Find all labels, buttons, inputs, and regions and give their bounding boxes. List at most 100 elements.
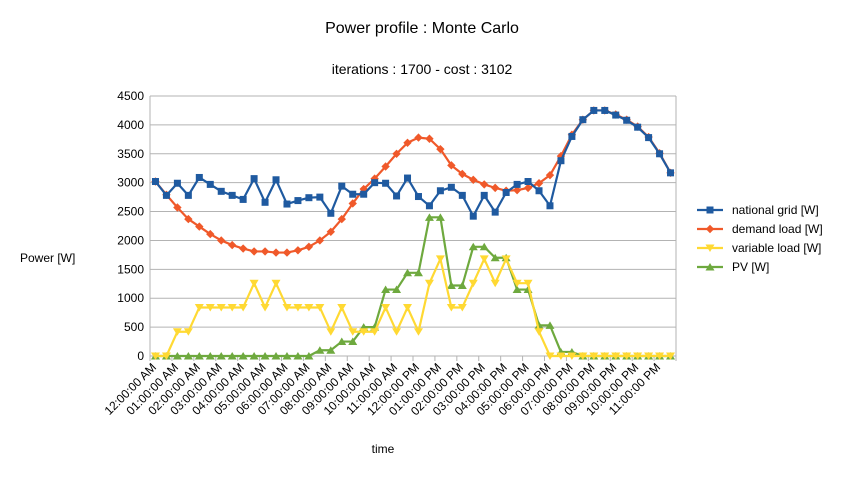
- demand-load-line: [154, 109, 672, 254]
- national-grid-point: [469, 212, 477, 220]
- demand-load-point: [469, 175, 478, 184]
- national-grid-point: [294, 197, 302, 205]
- y-tick-label: 2000: [117, 233, 144, 247]
- national-grid-point: [667, 169, 675, 177]
- legend-label: national grid [W]: [732, 203, 819, 217]
- demand-load-point: [238, 244, 248, 253]
- y-tick-label: 500: [124, 320, 144, 334]
- legend-label: demand load [W]: [732, 222, 823, 236]
- legend-label: variable load [W]: [732, 241, 821, 255]
- national-grid-point: [217, 187, 225, 195]
- pv-point: [205, 352, 215, 360]
- y-tick-label: 2500: [117, 205, 144, 219]
- pv-point: [216, 352, 226, 360]
- pv-point: [348, 337, 358, 346]
- pv-point: [435, 213, 445, 221]
- legend: national grid [W] demand load [W] variable…: [697, 203, 823, 274]
- national-grid-point: [480, 191, 488, 199]
- national-grid-point: [612, 111, 620, 119]
- national-grid-point: [491, 208, 499, 216]
- variable-load-point: [392, 328, 402, 336]
- y-axis-title: Power [W]: [20, 251, 75, 265]
- demand-load-point: [293, 246, 303, 255]
- pv-point: [479, 242, 489, 251]
- demand-load-point: [184, 214, 193, 224]
- national-grid-point: [338, 182, 346, 190]
- national-grid-point: [645, 134, 653, 142]
- variable-load-point: [545, 352, 555, 360]
- pv-point: [172, 352, 182, 360]
- national-grid-point: [502, 188, 510, 196]
- variable-load-point: [600, 352, 610, 360]
- chart-subtitle: iterations : 1700 - cost : 3102: [332, 61, 513, 77]
- demand-load-point: [173, 203, 182, 212]
- variable-load-point: [205, 303, 215, 312]
- variable-load-point: [271, 279, 281, 288]
- variable-load-point: [666, 352, 676, 360]
- national-grid-point: [590, 106, 598, 114]
- pv-point: [238, 352, 248, 360]
- national-grid-point: [162, 191, 170, 199]
- legend-item-variable-load: variable load [W]: [697, 241, 821, 255]
- demand-load-point: [282, 248, 292, 257]
- variable-load-point: [249, 279, 259, 288]
- variable-load-point: [589, 352, 599, 360]
- pv-point: [490, 253, 500, 262]
- national-grid-point: [601, 106, 609, 114]
- national-grid-point: [382, 179, 390, 187]
- variable-load-point: [282, 303, 292, 312]
- y-tick-labels: 0 500 1000 1500 2000 2500 3000 3500 4000 4500: [117, 89, 144, 363]
- demand-load-point: [447, 161, 456, 170]
- variable-load-point: [172, 328, 182, 336]
- pv-point: [392, 285, 402, 294]
- series-lines: [150, 106, 676, 360]
- variable-load-point: [446, 303, 456, 312]
- variable-load-point: [501, 255, 511, 263]
- demand-load-point: [260, 247, 270, 256]
- national-grid-point: [447, 183, 455, 191]
- national-grid-point: [656, 150, 664, 158]
- variable-load-point: [644, 352, 654, 360]
- national-grid-line: [154, 109, 672, 218]
- national-grid-point: [404, 174, 412, 182]
- national-grid-point: [206, 180, 214, 188]
- variable-load-point: [326, 328, 336, 336]
- variable-load-point: [611, 352, 621, 360]
- pv-point: [403, 268, 413, 277]
- national-grid-point: [360, 190, 368, 198]
- pv-point: [183, 352, 193, 360]
- national-grid-point: [458, 191, 466, 199]
- demand-load-point: [381, 162, 390, 171]
- pv-point: [260, 352, 270, 360]
- variable-load-point: [238, 303, 248, 312]
- variable-load-point: [534, 328, 544, 336]
- national-grid-point: [305, 194, 313, 202]
- variable-load-point: [348, 328, 358, 336]
- pv-point: [194, 352, 204, 360]
- variable-load-point: [337, 303, 347, 312]
- demand-load-point: [348, 199, 357, 208]
- y-tick-label: 3500: [117, 147, 144, 161]
- demand-load-point: [392, 149, 401, 158]
- national-grid-point: [195, 173, 203, 181]
- pv-point: [381, 285, 391, 294]
- variable-load-point: [567, 352, 577, 360]
- variable-load-point: [381, 303, 391, 312]
- demand-load-point: [480, 180, 489, 189]
- pv-point: [337, 337, 347, 346]
- demand-load-point: [304, 242, 314, 251]
- variable-load-point: [468, 279, 478, 288]
- pv-point: [545, 321, 555, 329]
- national-grid-point: [557, 157, 565, 165]
- y-tick-label: 1000: [117, 291, 144, 305]
- national-grid-point: [393, 192, 401, 200]
- demand-load-point: [249, 247, 259, 256]
- demand-load-point: [523, 183, 533, 193]
- legend-swatch-marker: [705, 224, 715, 234]
- variable-load-point: [194, 303, 204, 312]
- variable-load-point: [523, 279, 533, 288]
- variable-load-point: [216, 303, 226, 312]
- demand-load-point: [458, 169, 467, 179]
- pv-point: [534, 321, 544, 329]
- variable-load-point: [183, 328, 193, 336]
